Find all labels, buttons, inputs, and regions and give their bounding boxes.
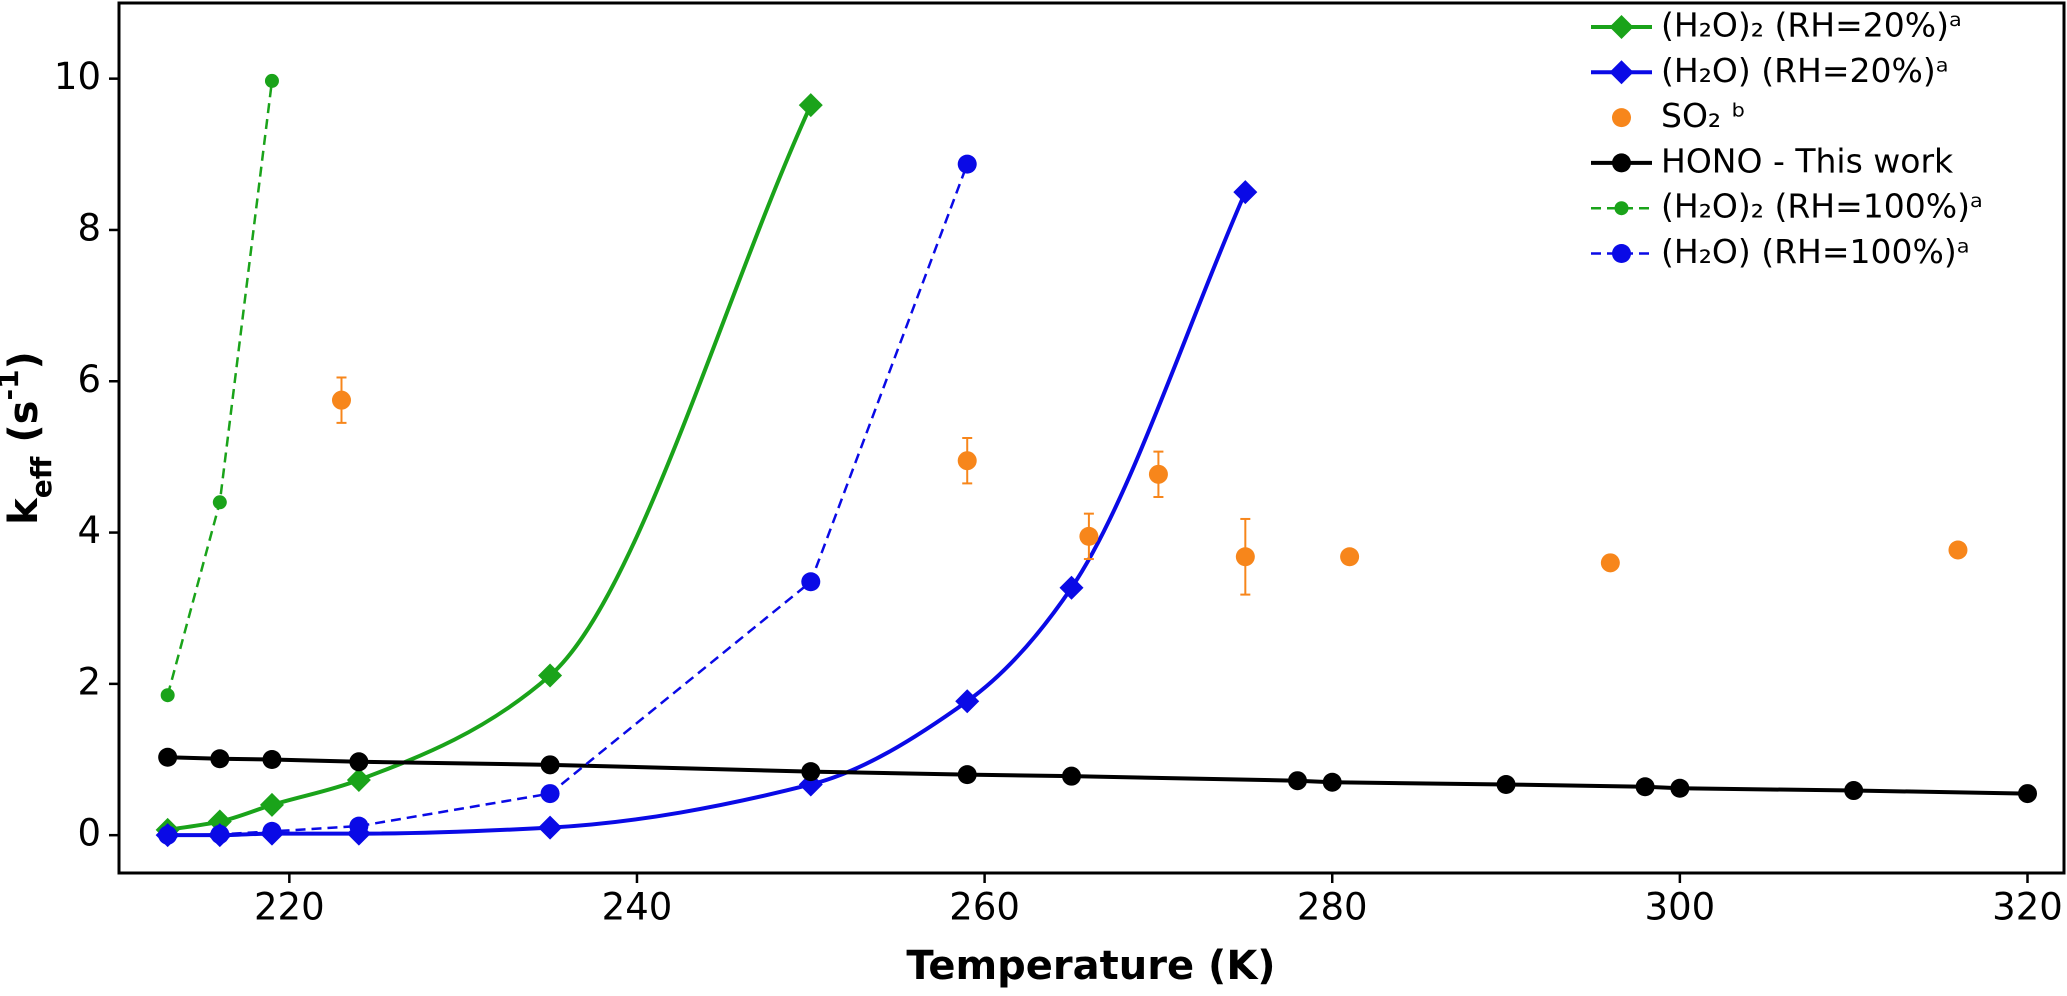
circle-marker xyxy=(1612,244,1631,263)
x-tick-label: 240 xyxy=(602,886,673,929)
y-label-part: k xyxy=(1,497,47,525)
circle-marker xyxy=(540,755,560,775)
diamond-marker xyxy=(1233,180,1258,205)
y-tick-label: 2 xyxy=(77,660,101,703)
circle-marker xyxy=(1062,766,1082,786)
circle-marker xyxy=(1340,547,1360,567)
diamond-marker xyxy=(955,689,980,714)
circle-marker xyxy=(801,572,821,592)
circle-marker xyxy=(212,495,227,510)
diamond-marker xyxy=(1059,575,1084,600)
circle-marker xyxy=(2017,784,2037,804)
legend-label: HONO - This work xyxy=(1661,141,1954,180)
circle-marker xyxy=(957,154,977,174)
series-line xyxy=(166,80,274,696)
x-tick-label: 320 xyxy=(1992,886,2063,929)
circle-marker xyxy=(1287,771,1307,791)
circle-marker xyxy=(210,749,230,769)
circle-marker xyxy=(1948,540,1968,560)
circle-marker xyxy=(160,688,175,703)
x-tick-label: 300 xyxy=(1645,886,1716,929)
diamond-marker xyxy=(259,792,284,817)
diamond-marker xyxy=(346,767,371,792)
x-tick-label: 260 xyxy=(949,886,1020,929)
circle-marker xyxy=(262,821,282,841)
x-axis-label: Temperature (K) xyxy=(906,943,1275,989)
circle-marker xyxy=(1612,153,1631,173)
circle-marker xyxy=(1670,778,1690,798)
circle-marker xyxy=(1079,526,1099,546)
x-tick-label: 220 xyxy=(254,886,325,929)
circle-marker xyxy=(349,816,369,836)
circle-marker xyxy=(158,825,178,845)
legend-label: (H₂O)₂ (RH=20%)ᵃ xyxy=(1661,6,1962,45)
circle-marker xyxy=(264,73,279,88)
circle-marker xyxy=(1322,772,1342,792)
diamond-marker xyxy=(538,815,563,840)
y-tick-label: 10 xyxy=(54,55,101,98)
circle-marker xyxy=(158,747,178,767)
series-line xyxy=(167,755,2028,796)
circle-marker xyxy=(1635,777,1655,797)
circle-marker xyxy=(1844,781,1864,801)
circle-marker xyxy=(1612,108,1631,128)
circle-marker xyxy=(262,750,282,770)
plot-frame xyxy=(117,1,2066,875)
legend-label: (H₂O) (RH=100%)ᵃ xyxy=(1661,232,1970,271)
series-line xyxy=(167,191,1248,838)
circle-marker xyxy=(1614,201,1629,216)
circle-marker xyxy=(540,784,560,804)
legend-label: (H₂O)₂ (RH=100%)ᵃ xyxy=(1661,187,1983,226)
y-label-part: -1 xyxy=(0,369,25,400)
diamond-marker xyxy=(538,663,563,688)
y-tick-label: 6 xyxy=(77,358,101,401)
circle-marker xyxy=(957,451,977,471)
circle-marker xyxy=(1235,547,1255,567)
diamond-marker xyxy=(798,93,823,118)
y-label-part: ) xyxy=(1,351,47,369)
circle-marker xyxy=(801,762,821,782)
circle-marker xyxy=(349,752,369,772)
circle-marker xyxy=(210,824,230,844)
legend-label: SO₂ ᵇ xyxy=(1661,96,1746,135)
circle-marker xyxy=(1496,774,1516,794)
circle-marker xyxy=(331,390,351,410)
y-tick-label: 0 xyxy=(77,812,101,855)
circle-marker xyxy=(957,765,977,785)
y-label-part: (s xyxy=(1,401,47,457)
y-axis-label: keff (s-1) xyxy=(0,351,58,525)
circle-marker xyxy=(1148,464,1168,484)
circle-marker xyxy=(1600,553,1620,573)
y-tick-label: 4 xyxy=(77,509,101,552)
x-tick-label: 280 xyxy=(1297,886,1368,929)
y-tick-label: 8 xyxy=(77,206,101,249)
series-line xyxy=(167,104,813,832)
series-line xyxy=(167,163,969,837)
diamond-marker xyxy=(1609,60,1634,85)
y-label-part: eff xyxy=(25,456,58,498)
diamond-marker xyxy=(1609,15,1634,39)
legend-label: (H₂O) (RH=20%)ᵃ xyxy=(1661,51,1949,90)
